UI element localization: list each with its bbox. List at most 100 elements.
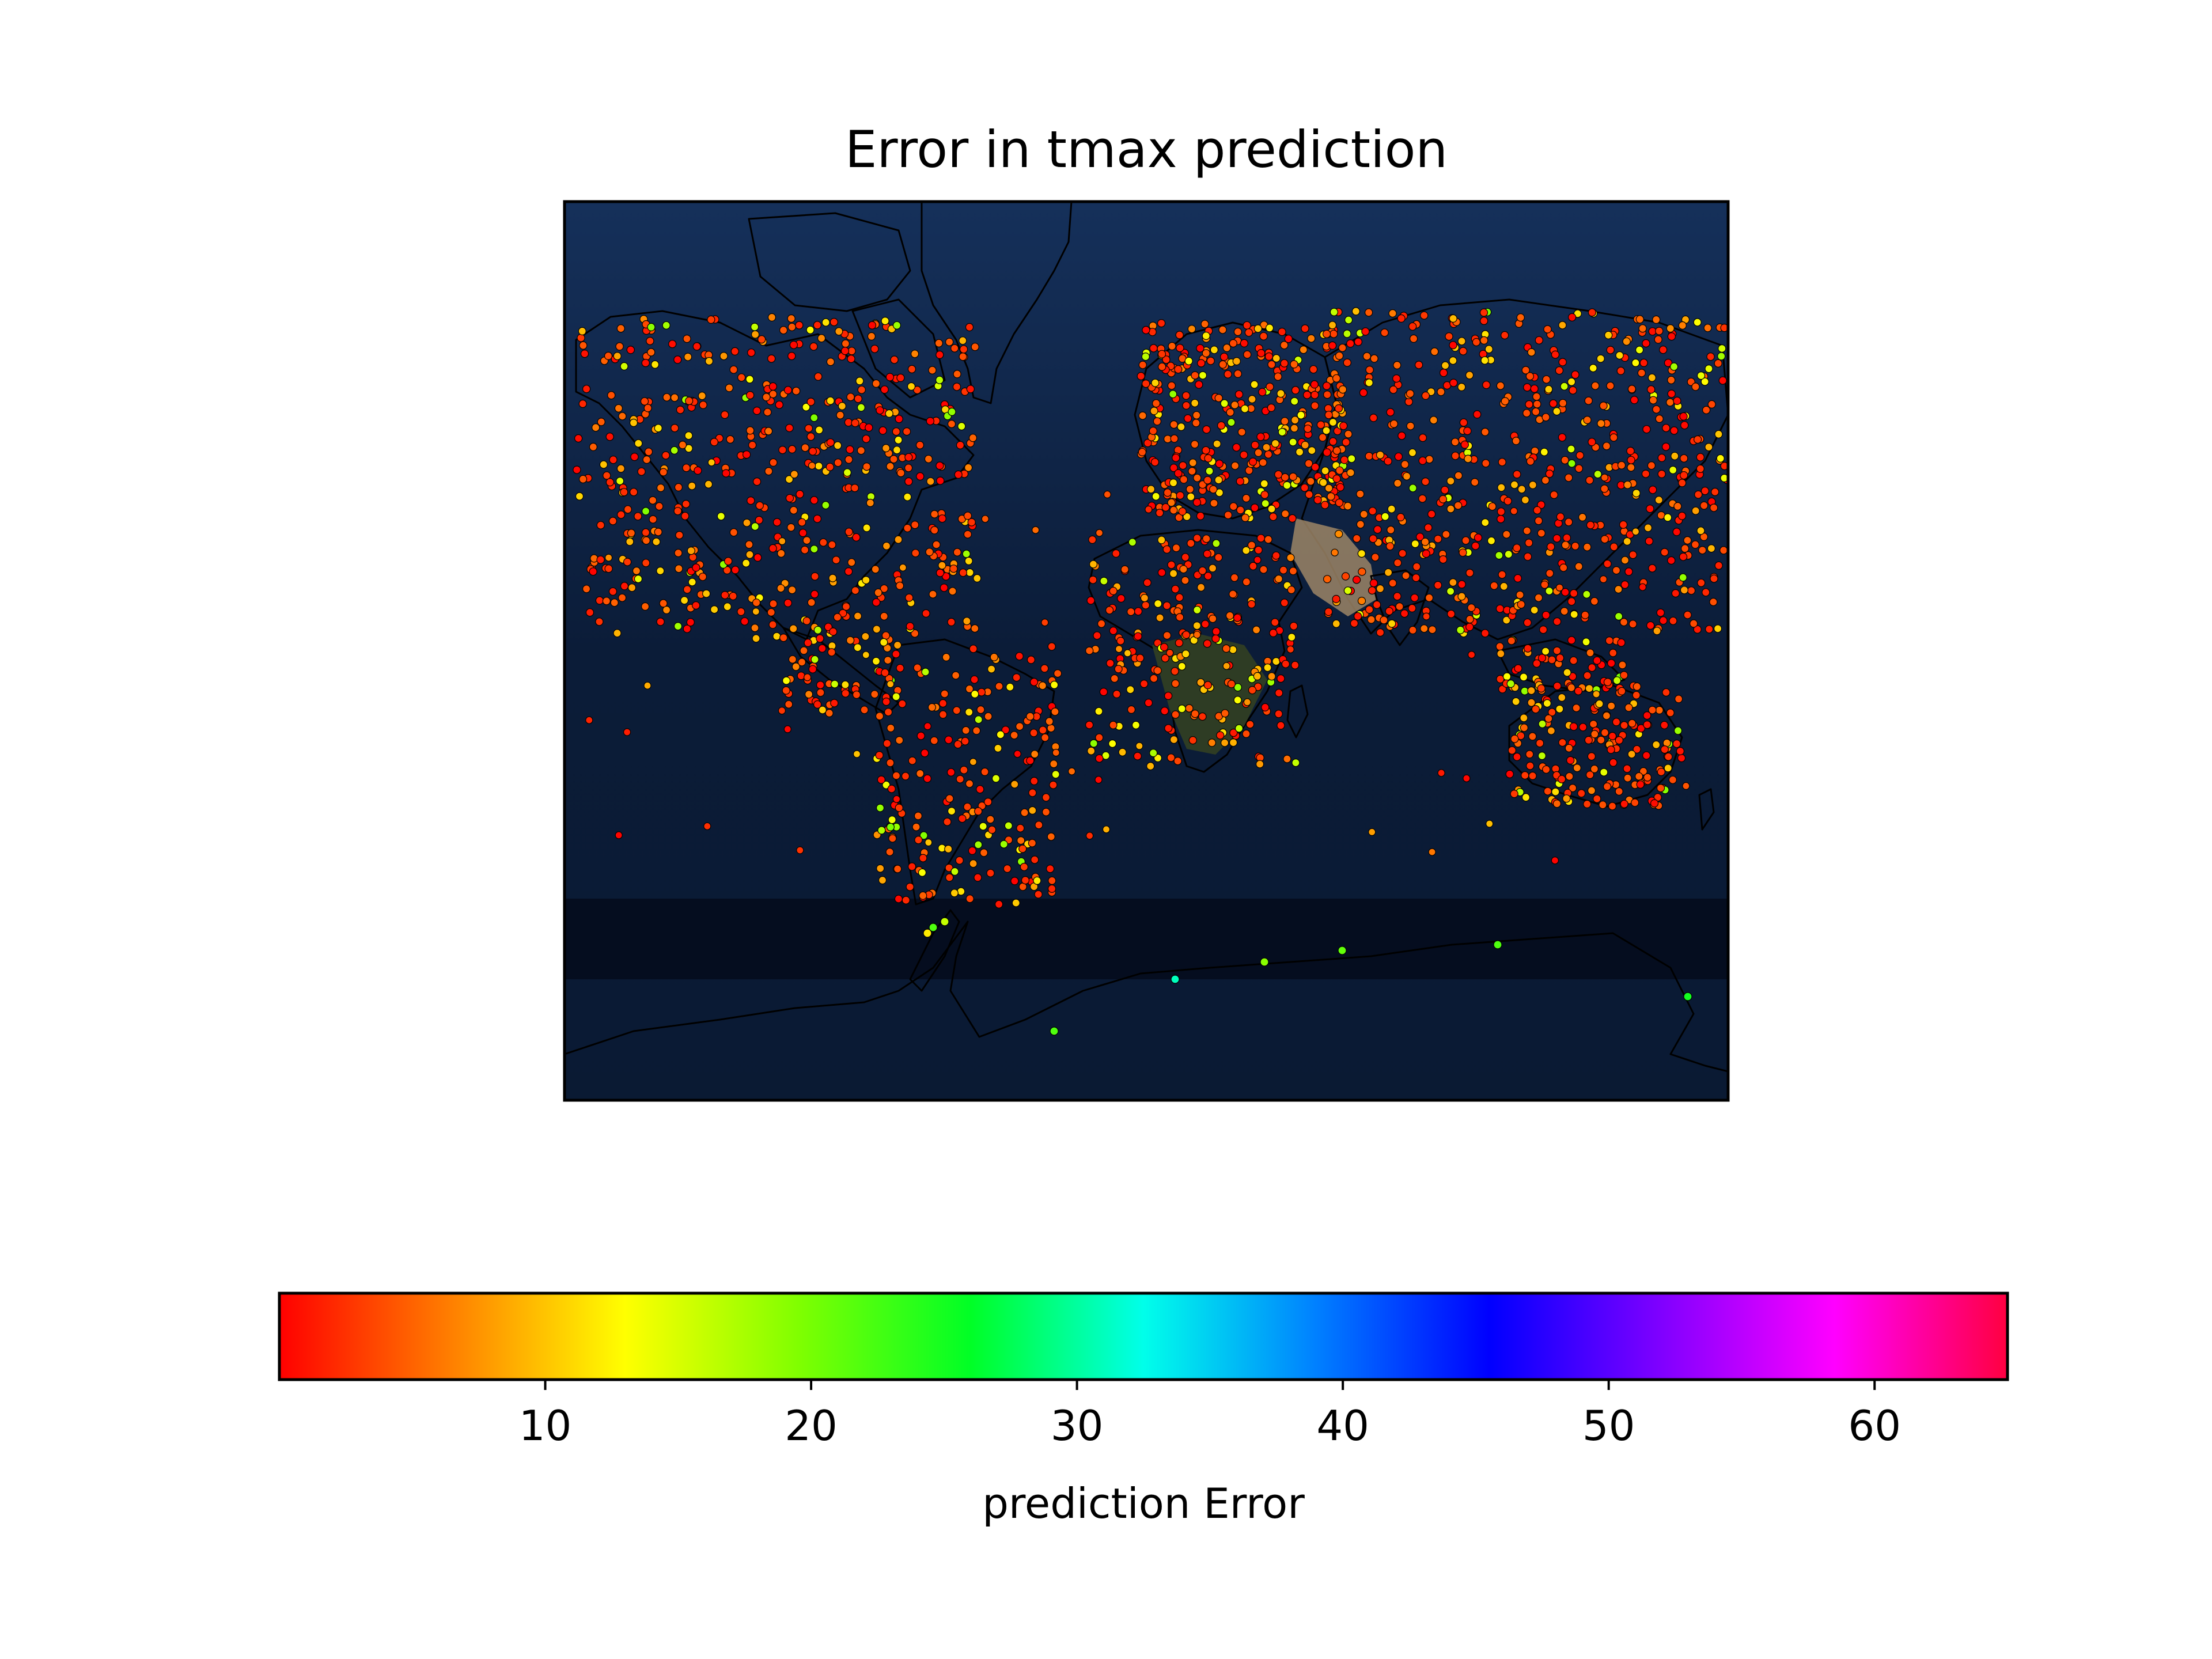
station-marker <box>925 548 934 556</box>
station-marker <box>1338 343 1347 352</box>
station-marker <box>1648 706 1657 714</box>
station-marker <box>589 442 598 452</box>
station-marker <box>1094 707 1103 715</box>
greenland <box>921 202 1073 404</box>
station-marker <box>1718 376 1727 385</box>
station-marker <box>1473 410 1482 419</box>
station-marker <box>620 582 629 590</box>
station-marker <box>882 697 891 706</box>
station-marker <box>1666 324 1675 333</box>
station-marker <box>1146 485 1156 494</box>
station-marker <box>1031 750 1039 759</box>
station-marker <box>1700 501 1709 510</box>
station-marker <box>1574 562 1583 571</box>
station-marker <box>1694 435 1702 444</box>
station-marker <box>1620 580 1629 589</box>
station-marker <box>1424 523 1433 532</box>
station-marker <box>1112 690 1121 699</box>
station-marker <box>1589 363 1597 373</box>
station-marker <box>1456 626 1465 634</box>
station-marker <box>647 348 656 357</box>
station-marker <box>1516 590 1524 599</box>
station-marker <box>1660 721 1669 729</box>
station-marker <box>1128 538 1137 547</box>
station-marker <box>1608 802 1617 810</box>
station-marker <box>1697 578 1706 587</box>
station-marker <box>1138 361 1147 369</box>
station-marker <box>721 590 729 600</box>
station-marker <box>1335 529 1343 539</box>
station-marker <box>1671 589 1680 598</box>
station-marker <box>810 544 819 554</box>
station-marker <box>1041 733 1050 742</box>
station-marker <box>1267 360 1276 369</box>
station-marker <box>1010 780 1019 789</box>
station-marker <box>1495 551 1503 560</box>
station-marker <box>646 336 654 346</box>
station-marker <box>1643 773 1652 782</box>
station-marker <box>1310 380 1319 389</box>
station-marker <box>1183 512 1191 521</box>
station-marker <box>1617 638 1626 647</box>
station-marker <box>1541 611 1550 619</box>
station-marker <box>1457 337 1466 346</box>
station-marker <box>1680 421 1689 430</box>
station-marker <box>1710 574 1718 583</box>
station-marker <box>1321 467 1330 475</box>
station-marker <box>1278 327 1286 336</box>
station-marker <box>995 682 1003 691</box>
station-marker <box>1425 593 1434 602</box>
station-marker <box>1558 693 1566 702</box>
station-marker <box>835 327 843 336</box>
station-marker <box>1717 352 1726 361</box>
station-marker <box>1191 399 1199 407</box>
station-marker <box>857 403 866 412</box>
station-marker <box>1175 331 1184 339</box>
station-marker <box>1389 419 1398 428</box>
station-marker <box>1683 536 1692 545</box>
station-marker <box>1015 722 1024 731</box>
station-marker <box>710 438 719 446</box>
station-marker <box>1548 708 1556 717</box>
station-marker <box>1463 774 1471 782</box>
station-marker <box>862 575 870 585</box>
station-marker <box>1176 491 1184 500</box>
station-marker <box>1181 576 1190 585</box>
station-marker <box>1553 681 1562 691</box>
station-marker <box>1425 455 1434 464</box>
station-marker <box>1202 425 1211 434</box>
station-marker <box>1162 601 1171 610</box>
station-marker <box>1169 478 1178 487</box>
station-marker <box>1637 724 1645 733</box>
station-marker <box>1542 765 1551 774</box>
station-marker <box>1676 747 1684 756</box>
station-marker <box>694 466 702 475</box>
station-marker <box>599 460 608 469</box>
station-marker <box>655 502 664 511</box>
station-marker <box>1465 623 1474 631</box>
station-marker <box>1234 390 1244 399</box>
station-marker <box>673 622 683 631</box>
station-marker <box>1545 469 1554 478</box>
station-marker <box>1362 352 1371 361</box>
station-marker <box>1281 509 1290 518</box>
station-marker <box>673 355 682 364</box>
station-marker <box>1274 372 1282 381</box>
station-marker <box>818 644 827 653</box>
station-marker <box>1513 574 1522 583</box>
station-marker <box>902 896 910 904</box>
station-marker <box>1050 760 1058 768</box>
station-marker <box>1254 546 1263 555</box>
station-marker <box>1161 503 1170 512</box>
station-marker <box>800 646 808 655</box>
station-marker <box>1537 501 1546 509</box>
station-marker <box>1319 478 1328 487</box>
station-marker <box>1134 607 1143 616</box>
station-marker <box>1543 699 1551 708</box>
station-marker <box>991 774 1001 783</box>
station-marker <box>905 593 914 602</box>
station-marker <box>1434 535 1442 543</box>
station-marker <box>1568 313 1577 321</box>
station-marker <box>745 540 753 549</box>
station-marker <box>918 868 927 877</box>
